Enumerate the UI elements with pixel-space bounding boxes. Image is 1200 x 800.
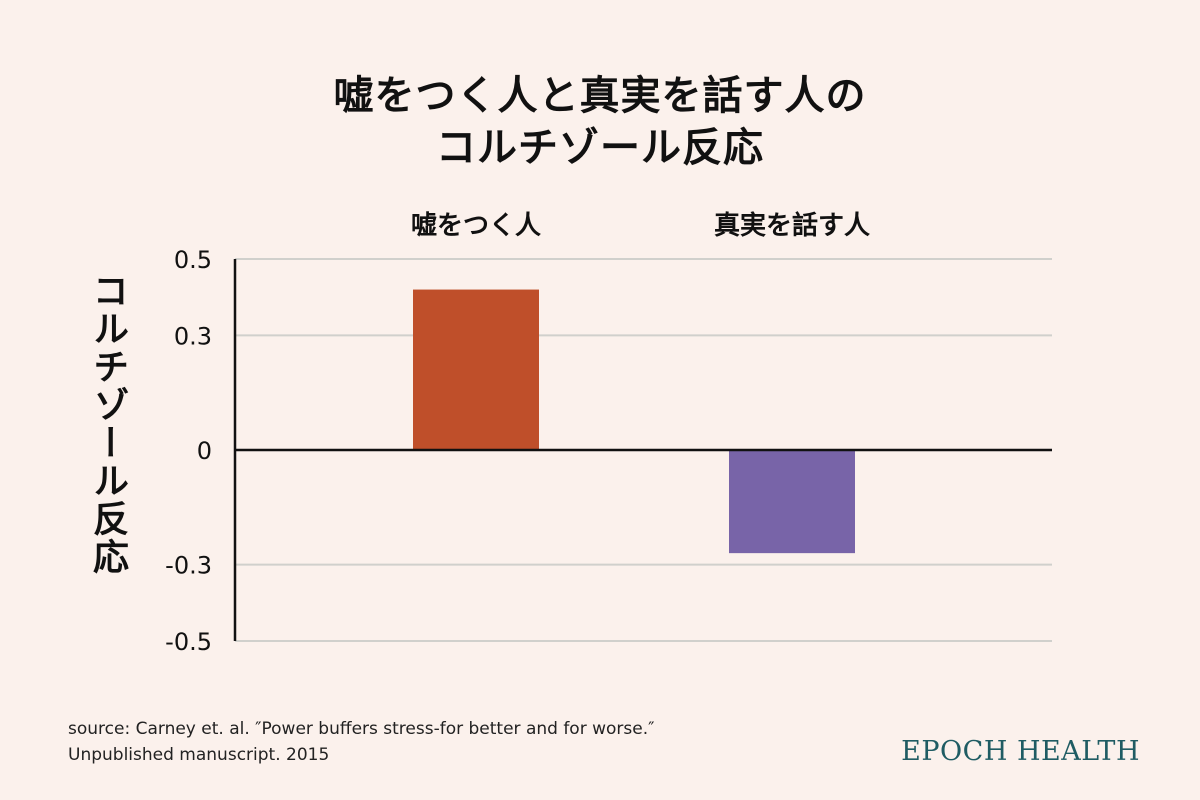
chart-title-line-1: 嘘をつく人と真実を話す人の xyxy=(333,73,867,119)
y-tick-label: 0.3 xyxy=(174,322,212,350)
chart-title: 嘘をつく人と真実を話す人の コルチゾール反応 xyxy=(0,70,1200,174)
bar-1 xyxy=(413,289,539,450)
brand-logo: EPOCH HEALTH xyxy=(901,736,1140,767)
y-axis-label: コルチゾール反応 xyxy=(87,272,128,576)
source-line-1: source: Carney et. al. ″Power buffers st… xyxy=(68,719,655,739)
bar-2 xyxy=(729,450,855,554)
source-line-2: Unpublished manuscript. 2015 xyxy=(68,745,330,765)
y-tick-label: -0.3 xyxy=(165,552,212,580)
chart-title-line-2: コルチゾール反応 xyxy=(436,125,764,171)
source-citation: source: Carney et. al. ″Power buffers st… xyxy=(68,716,654,768)
category-label: 真実を話す人 xyxy=(714,210,870,241)
y-tick-label: -0.5 xyxy=(165,628,212,656)
category-label: 嘘をつく人 xyxy=(411,211,541,241)
y-tick-label: 0 xyxy=(197,437,212,465)
y-tick-label: 0.5 xyxy=(174,246,212,274)
